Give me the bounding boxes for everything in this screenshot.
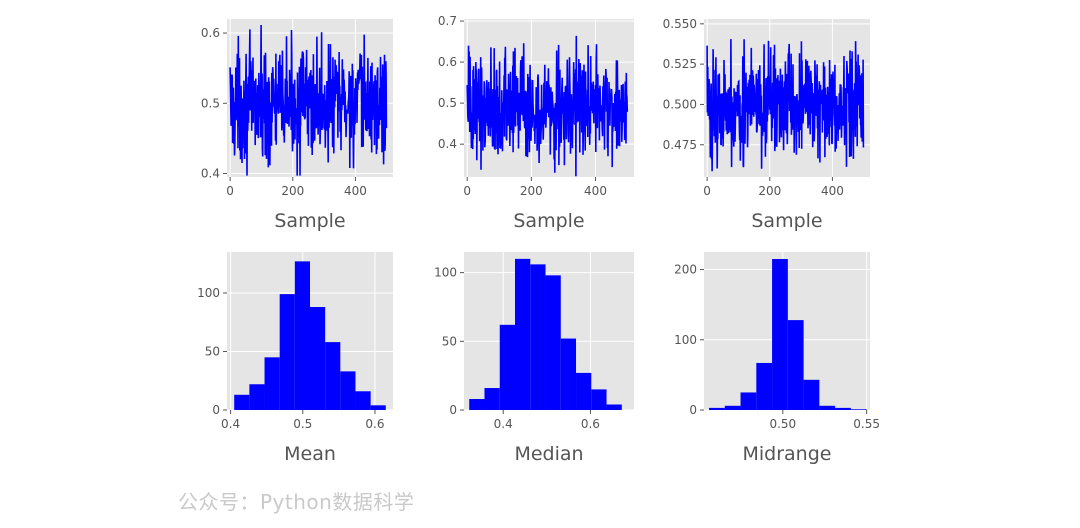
histogram-bar bbox=[325, 342, 341, 410]
xtick-label: 0.6 bbox=[365, 417, 384, 431]
ytick-label: 100 bbox=[434, 266, 457, 280]
xtick-label: 0.6 bbox=[581, 417, 600, 431]
chart-panel-3: 0.475 0.500 0.525 0.550 0 200 400 Sample bbox=[663, 17, 870, 232]
chart-panel-6: 0 100 200 0.50 0.55 Midrange bbox=[674, 252, 880, 465]
histogram-bar bbox=[264, 357, 280, 410]
histogram-bar bbox=[835, 407, 851, 410]
histogram-bar bbox=[850, 409, 867, 410]
ytick-label: 100 bbox=[674, 333, 697, 347]
watermark: 公众号：Python数据科学 bbox=[178, 490, 415, 514]
histogram-bar bbox=[606, 404, 622, 410]
histogram-bar bbox=[560, 338, 577, 410]
histogram-bar bbox=[234, 394, 250, 410]
ytick-label: 100 bbox=[197, 286, 220, 300]
histogram-bar bbox=[724, 405, 741, 410]
ytick-label: 0 bbox=[212, 403, 220, 417]
histogram-bar bbox=[756, 362, 773, 410]
chart-panel-1: 0.4 0.5 0.6 0 200 400 Sample bbox=[201, 19, 393, 232]
chart-panel-5: 0 50 100 0.4 0.6 Median bbox=[434, 252, 634, 465]
histogram-bar bbox=[499, 324, 515, 410]
xtick-label: 0.5 bbox=[293, 417, 312, 431]
histogram-bar bbox=[545, 275, 561, 410]
histogram-bar bbox=[530, 264, 546, 410]
ytick-label: 0.5 bbox=[438, 96, 457, 110]
series-line bbox=[706, 39, 865, 172]
ytick-label: 0.550 bbox=[663, 17, 697, 31]
ytick-label: 0.500 bbox=[663, 97, 697, 111]
xtick-label: 200 bbox=[520, 184, 543, 198]
ytick-label: 0.6 bbox=[438, 55, 457, 69]
xtick-label: 200 bbox=[758, 184, 781, 198]
ytick-label: 0.525 bbox=[663, 57, 697, 71]
histogram-bar bbox=[772, 259, 788, 410]
series-line bbox=[466, 35, 629, 177]
xtick-label: 400 bbox=[344, 184, 367, 198]
x-axis-label: Sample bbox=[751, 210, 822, 232]
ytick-label: 0.4 bbox=[438, 137, 457, 151]
ytick-label: 0.5 bbox=[201, 96, 220, 110]
xtick-label: 0 bbox=[703, 184, 711, 198]
x-axis-label: Midrange bbox=[743, 443, 832, 465]
histogram-bar bbox=[591, 389, 607, 410]
histogram-bar bbox=[249, 384, 265, 410]
ytick-label: 200 bbox=[674, 263, 697, 277]
chart-panel-4: 0 50 100 0.4 0.5 0.6 Mean bbox=[197, 252, 393, 465]
ytick-label: 50 bbox=[205, 344, 220, 358]
histogram-bar bbox=[709, 407, 725, 410]
histogram-bar bbox=[355, 391, 371, 410]
xtick-label: 200 bbox=[281, 184, 304, 198]
x-axis-label: Sample bbox=[513, 210, 584, 232]
xtick-label: 0 bbox=[226, 184, 234, 198]
ytick-label: 0 bbox=[449, 403, 457, 417]
histogram-bar bbox=[370, 405, 386, 410]
xtick-label: 400 bbox=[821, 184, 844, 198]
x-axis-label: Sample bbox=[274, 210, 345, 232]
ytick-label: 0.4 bbox=[201, 166, 220, 180]
histogram-bar bbox=[279, 294, 295, 410]
xtick-label: 0.55 bbox=[853, 417, 880, 431]
x-axis-label: Median bbox=[514, 443, 583, 465]
x-axis-label: Mean bbox=[284, 443, 336, 465]
histogram-bar bbox=[803, 379, 820, 410]
histogram-bar bbox=[294, 261, 310, 410]
histogram-bar bbox=[469, 399, 485, 410]
histogram-bar bbox=[787, 320, 804, 410]
ytick-label: 0.475 bbox=[663, 138, 697, 152]
series-line bbox=[229, 24, 388, 176]
histogram-bar bbox=[576, 372, 592, 410]
histogram-bar bbox=[819, 405, 836, 410]
xtick-label: 0.4 bbox=[494, 417, 513, 431]
ytick-label: 0 bbox=[689, 403, 697, 417]
ytick-label: 50 bbox=[442, 334, 457, 348]
xtick-label: 0.4 bbox=[221, 417, 240, 431]
ytick-label: 0.7 bbox=[438, 14, 457, 28]
ytick-label: 0.6 bbox=[201, 26, 220, 40]
histogram-bar bbox=[340, 371, 356, 410]
xtick-label: 400 bbox=[584, 184, 607, 198]
histogram-bar bbox=[740, 392, 757, 410]
xtick-label: 0 bbox=[463, 184, 471, 198]
histogram-bar bbox=[515, 258, 531, 410]
xtick-label: 0.50 bbox=[769, 417, 796, 431]
histogram-bar bbox=[310, 307, 326, 410]
histogram-bar bbox=[484, 388, 500, 410]
